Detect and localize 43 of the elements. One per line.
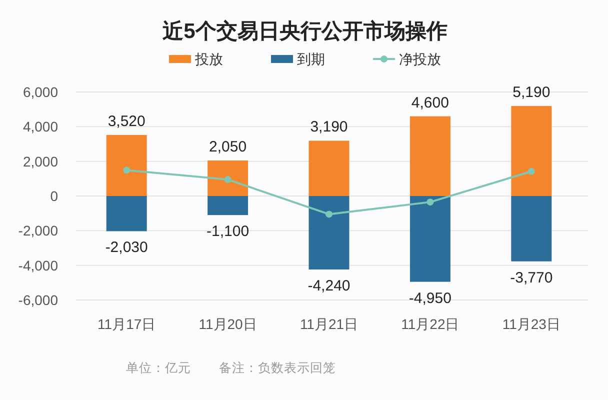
legend-label: 投放: [194, 51, 223, 67]
point: [224, 176, 232, 184]
bar: [208, 160, 248, 196]
x-tick-label: 11月21日: [300, 316, 358, 332]
bar: [308, 140, 350, 196]
data-label: 3,520: [108, 112, 146, 130]
chart-title: 近5个交易日央行公开市场操作: [162, 19, 448, 43]
x-tick-label: 11月23日: [502, 316, 560, 332]
bar: [308, 196, 350, 270]
y-tick-label: 2,000: [22, 153, 58, 170]
x-tick-label: 11月20日: [198, 316, 257, 332]
text: 单位：亿元: [126, 361, 191, 375]
bar: [410, 116, 450, 196]
y-tick-label: -4,000: [18, 257, 58, 274]
y-tick-label: 6,000: [22, 84, 58, 100]
x-tick-label: 11月22日: [401, 316, 460, 332]
bar: [511, 106, 552, 196]
point: [123, 166, 130, 174]
data-label: 2,050: [209, 138, 247, 156]
data-label: 4,600: [411, 94, 449, 112]
bar: [410, 196, 450, 282]
y-tick-label: -6,000: [18, 292, 58, 308]
data-label: -1,100: [206, 223, 250, 240]
legend-label: 净投放: [399, 51, 441, 67]
x-tick-label: 11月17日: [98, 316, 156, 332]
y-tick-label: 4,000: [22, 118, 58, 135]
data-label: -3,770: [510, 269, 553, 286]
data-label: -4,950: [408, 290, 452, 307]
point: [426, 198, 434, 206]
data-label: -4,240: [308, 277, 350, 294]
y-tick-label: 0: [50, 188, 58, 204]
point: [528, 168, 535, 175]
bar: [208, 196, 248, 216]
data-label: -2,030: [105, 239, 148, 256]
text: 备注：负数表示回笼: [219, 361, 336, 375]
y-tick-label: -2,000: [18, 222, 58, 239]
bar: [106, 196, 147, 232]
legend-label: 到期: [297, 51, 325, 67]
bar: [106, 134, 147, 196]
point: [326, 210, 332, 218]
bar: [511, 196, 552, 262]
data-label: 5,190: [512, 84, 550, 102]
data-label: 3,190: [310, 118, 348, 136]
